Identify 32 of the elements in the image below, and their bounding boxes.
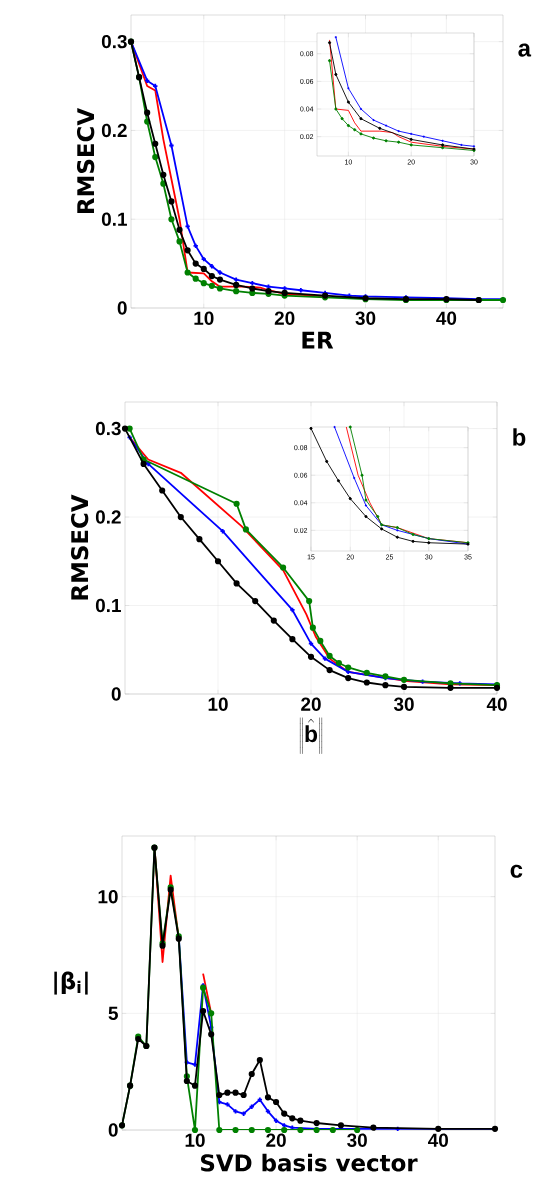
x-axis-title: ER [302, 331, 334, 349]
x-tick-label: 10 [185, 1133, 205, 1147]
y-tick-label: 0 [117, 301, 127, 315]
y-axis-title: |β$_{i}$| [54, 971, 88, 995]
text: b [513, 428, 526, 446]
x-tick-label: 40 [428, 1133, 448, 1147]
x-tick-label: 20 [266, 1133, 286, 1147]
y-tick-label: 0.3 [101, 34, 127, 49]
x-tick-label: 20 [274, 311, 295, 325]
y-axis-title: RMSECV [70, 494, 89, 600]
y-tick-label: 0.2 [101, 123, 127, 138]
y-tick-label: 0.1 [95, 598, 121, 613]
y-tick-label: 0 [108, 1123, 118, 1137]
y-axis-title: RMSECV [76, 108, 95, 213]
y-tick-label: 5 [108, 1006, 118, 1020]
y-tick-label: 0.3 [95, 421, 121, 436]
y-tick-label: 0.2 [95, 510, 121, 524]
x-axis-title: $\left\|\hat{\mathbf{b}}\right\|$ [299, 717, 323, 754]
x-tick-label: 40 [486, 697, 507, 711]
x-tick-label: 10 [208, 697, 228, 711]
y-tick-label: 0 [111, 687, 121, 701]
text: a [518, 43, 532, 57]
y-tick-label: 10 [98, 889, 118, 904]
x-tick-label: 30 [355, 311, 376, 325]
x-tick-label: 10 [194, 311, 214, 325]
x-tick-label: 20 [301, 697, 321, 711]
x-axis-title: SVD basis vector [201, 1153, 418, 1172]
x-tick-label: 40 [436, 311, 457, 325]
x-tick-label: 30 [347, 1133, 367, 1147]
text: c [510, 864, 523, 878]
x-tick-label: 30 [393, 697, 414, 711]
y-tick-label: 0.1 [101, 212, 127, 226]
